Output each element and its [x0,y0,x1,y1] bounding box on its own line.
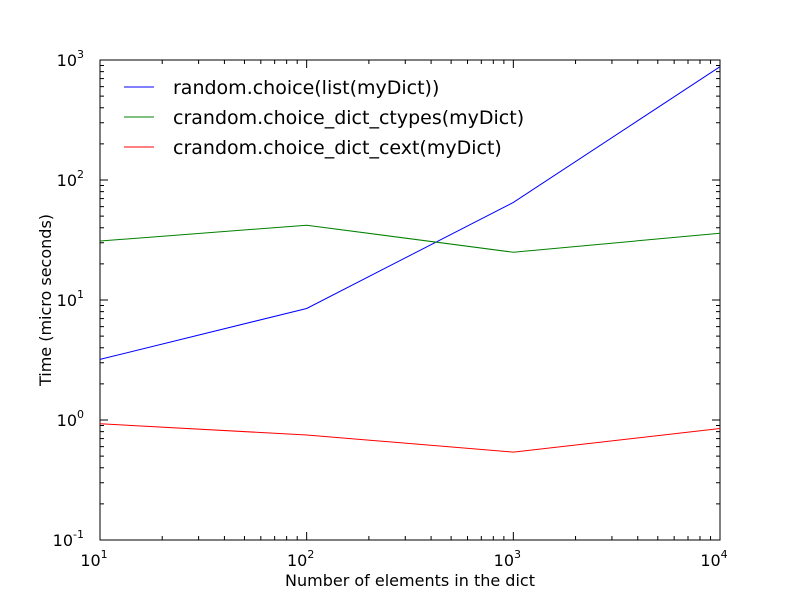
legend: random.choice(list(myDict)) crandom.choic… [124,77,524,159]
y-tick-label: 100 [57,408,84,430]
series-line-1 [99,66,721,360]
y-tick-label: 103 [57,48,84,70]
series-layer [99,66,721,453]
legend-label-3: crandom.choice_dict_cext(myDict) [173,137,502,159]
series-line-3 [99,423,721,453]
y-axis-ticks: 10-1 100 101 102 103 [53,48,720,550]
plot-area [99,59,721,541]
y-axis-label: Time (micro seconds) [36,214,55,387]
series-line-2 [99,224,721,253]
x-axis-ticks: 101 102 103 104 [80,60,728,570]
y-tick-label: 101 [57,288,84,310]
legend-label-1: random.choice(list(myDict)) [173,77,439,99]
x-tick-label: 102 [287,548,314,570]
x-tick-label: 103 [494,548,521,570]
x-tick-label: 101 [80,548,107,570]
y-tick-label: 102 [57,168,84,190]
y-tick-label: 10-1 [53,528,84,550]
x-tick-label: 104 [700,548,727,570]
x-axis-label: Number of elements in the dict [285,571,535,590]
legend-label-2: crandom.choice_dict_ctypes(myDict) [173,107,524,129]
